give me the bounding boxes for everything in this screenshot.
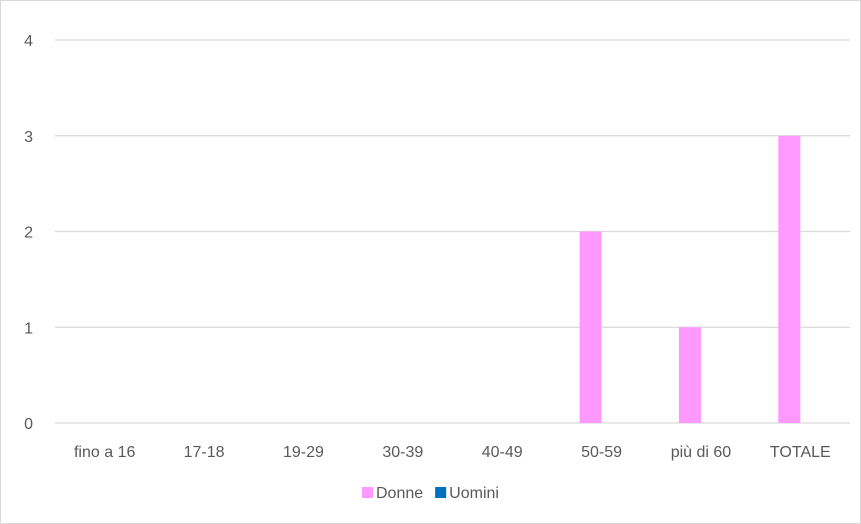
x-tick-label: 19-29 [283,444,324,461]
legend: Donne Uomini [362,485,499,502]
legend-swatch-uomini [435,487,447,498]
legend-label-donne: Donne [376,485,423,502]
bars [579,135,801,423]
x-axis-tick-labels: fino a 16 17-18 19-29 30-39 40-49 50-59 più di… [74,444,831,461]
x-tick-label: 40-49 [482,444,523,461]
legend-swatch-donne [362,487,373,498]
y-axis-tick-labels: 0 1 2 3 4 [24,33,33,433]
gridlines [55,39,850,424]
x-tick-label: 30-39 [382,444,423,461]
x-tick-label: più di 60 [671,444,732,461]
y-tick-label: 3 [24,129,33,146]
y-tick-label: 2 [24,225,33,242]
x-tick-label: TOTALE [770,444,831,461]
y-tick-label: 0 [24,416,33,433]
bar-donne [778,135,801,423]
x-tick-label: fino a 16 [74,444,135,461]
x-tick-label: 17-18 [184,444,225,461]
legend-label-uomini: Uomini [449,485,499,502]
x-tick-label: 50-59 [581,444,622,461]
y-tick-label: 1 [24,320,33,337]
bar-donne [579,231,602,423]
bar-donne [678,327,701,423]
y-tick-label: 4 [24,33,33,50]
